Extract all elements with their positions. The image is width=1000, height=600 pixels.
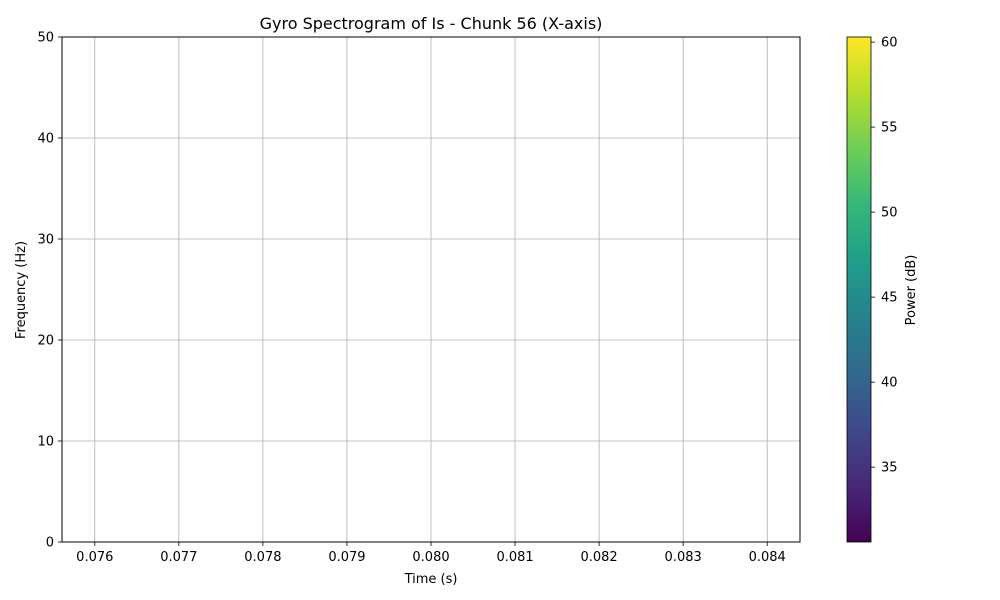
colorbar-tick-label: 40 [881, 376, 898, 391]
colorbar-ticks: 35 40 45 50 55 60 [871, 36, 898, 476]
x-tick-label: 0.084 [749, 550, 786, 565]
colorbar-label: Power (dB) [904, 255, 919, 326]
colorbar-tick-label: 35 [881, 461, 898, 476]
colorbar [846, 36, 872, 543]
x-tick-label: 0.077 [160, 550, 197, 565]
y-tick-label: 0 [46, 536, 54, 551]
x-tick-label: 0.080 [412, 550, 449, 565]
y-tick-label: 20 [37, 334, 54, 349]
y-axis-label: Frequency (Hz) [14, 241, 29, 339]
colorbar-tick-label: 50 [881, 206, 898, 221]
x-tick-label: 0.083 [665, 550, 702, 565]
x-tick-label: 0.081 [496, 550, 533, 565]
colorbar-tick-label: 55 [881, 121, 898, 136]
y-tick-label: 10 [37, 435, 54, 450]
x-tick-label: 0.079 [328, 550, 365, 565]
colorbar-tick-label: 60 [881, 36, 898, 51]
x-tick-label: 0.082 [580, 550, 617, 565]
x-tick-label: 0.078 [244, 550, 281, 565]
colorbar-tick-label: 45 [881, 291, 898, 306]
grid-layer [62, 37, 800, 542]
y-axis-ticks: 0 10 20 30 40 50 [37, 31, 62, 551]
x-axis-ticks: 0.076 0.077 0.078 0.079 0.080 0.081 0.082 0.083… [76, 542, 786, 565]
y-tick-label: 30 [37, 233, 54, 248]
chart-title: Gyro Spectrogram of Is - Chunk 56 (X-axi… [260, 14, 603, 33]
x-tick-label: 0.076 [76, 550, 113, 565]
y-tick-label: 40 [37, 132, 54, 147]
x-axis-label: Time (s) [404, 572, 458, 587]
y-tick-label: 50 [37, 31, 54, 46]
